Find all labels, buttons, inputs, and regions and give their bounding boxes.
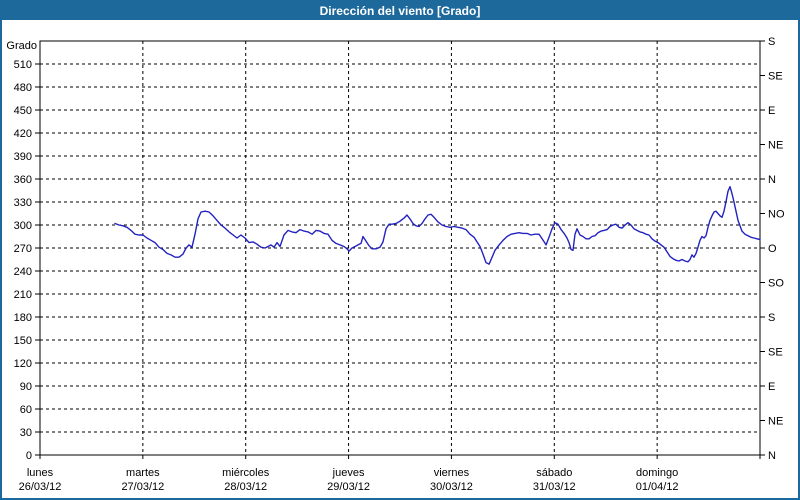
y-tick-label: 420 xyxy=(14,128,32,140)
day-labels: lunes 26/03/12 martes 27/03/12 miércoles 28/0… xyxy=(19,467,679,493)
day-date-label: 31/03/12 xyxy=(533,481,576,493)
compass-tick-label: NO xyxy=(768,209,785,221)
y-tick-label: 0 xyxy=(26,450,32,462)
right-axis-compass-labels: S SE E NE N NO O SO S SE E NE N xyxy=(768,36,785,462)
compass-tick-label: S xyxy=(768,312,775,324)
day-name-label: viernes xyxy=(434,467,470,479)
compass-tick-label: SE xyxy=(768,347,783,359)
day-date-label: 27/03/12 xyxy=(121,481,164,493)
horizontal-gridlines xyxy=(40,63,760,433)
wind-direction-chart: 0 30 60 90 120 150 180 210 240 270 300 330 360 390 420… xyxy=(6,36,785,493)
y-tick-label: 270 xyxy=(14,243,32,255)
y-tick-label: 510 xyxy=(14,59,32,71)
y-tick-label: 30 xyxy=(20,427,32,439)
compass-tick-label: O xyxy=(768,243,777,255)
compass-tick-label: S xyxy=(768,36,775,48)
y-tick-label: 360 xyxy=(14,174,32,186)
compass-tick-label: E xyxy=(768,381,775,393)
y-tick-label: 150 xyxy=(14,335,32,347)
y-tick-label: 300 xyxy=(14,220,32,232)
y-tick-label: 60 xyxy=(20,404,32,416)
left-axis-ticks xyxy=(35,63,40,456)
wind-direction-line xyxy=(114,186,761,265)
day-name-label: sábado xyxy=(536,467,572,479)
y-tick-label: 210 xyxy=(14,289,32,301)
day-name-label: martes xyxy=(126,467,160,479)
compass-tick-label: NE xyxy=(768,416,783,428)
day-name-label: domingo xyxy=(636,467,678,479)
day-date-label: 28/03/12 xyxy=(224,481,267,493)
day-date-label: 30/03/12 xyxy=(430,481,473,493)
chart-title: Dirección del viento [Grado] xyxy=(319,4,481,18)
y-tick-label: 90 xyxy=(20,381,32,393)
right-axis-ticks xyxy=(760,40,765,456)
compass-tick-label: E xyxy=(768,105,775,117)
day-name-label: lunes xyxy=(27,467,54,479)
day-date-label: 26/03/12 xyxy=(19,481,62,493)
compass-tick-label: N xyxy=(768,174,776,186)
bottom-axis-ticks xyxy=(39,455,761,459)
y-tick-label: 390 xyxy=(14,151,32,163)
y-tick-label: 480 xyxy=(14,82,32,94)
day-name-label: miércoles xyxy=(222,467,270,479)
compass-tick-label: NE xyxy=(768,140,783,152)
y-tick-label: 240 xyxy=(14,266,32,278)
day-date-label: 01/04/12 xyxy=(636,481,679,493)
day-name-label: jueves xyxy=(332,467,365,479)
compass-tick-label: SO xyxy=(768,278,784,290)
y-tick-label: 330 xyxy=(14,197,32,209)
compass-tick-label: N xyxy=(768,450,776,462)
y-tick-label: 450 xyxy=(14,105,32,117)
y-tick-label: 120 xyxy=(14,358,32,370)
left-axis-labels: 0 30 60 90 120 150 180 210 240 270 300 330 360 390 420… xyxy=(14,59,32,462)
compass-tick-label: SE xyxy=(768,71,783,83)
y-tick-label: 180 xyxy=(14,312,32,324)
day-date-label: 29/03/12 xyxy=(327,481,370,493)
y-axis-title: Grado xyxy=(6,40,37,52)
vertical-gridlines xyxy=(142,41,658,455)
title-bar: Dirección del viento [Grado] xyxy=(2,2,798,20)
